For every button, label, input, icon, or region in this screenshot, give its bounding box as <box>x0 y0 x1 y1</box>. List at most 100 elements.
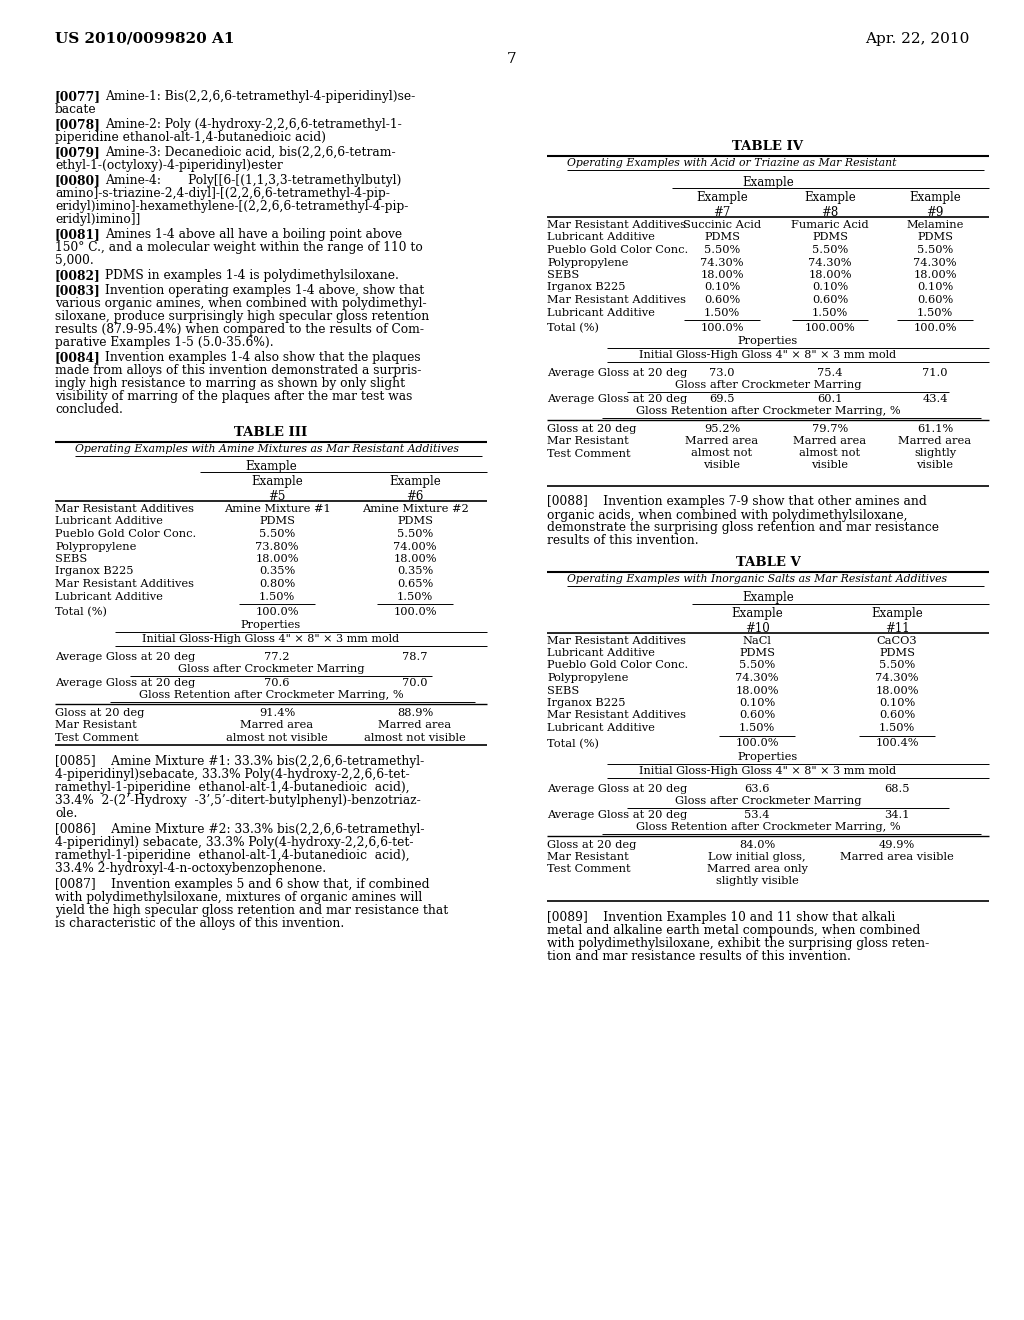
Text: Irganox B225: Irganox B225 <box>55 566 133 577</box>
Text: 100.0%: 100.0% <box>913 323 956 333</box>
Text: 1.50%: 1.50% <box>916 308 953 318</box>
Text: 0.10%: 0.10% <box>703 282 740 293</box>
Text: made from alloys of this invention demonstrated a surpris-: made from alloys of this invention demon… <box>55 364 421 378</box>
Text: various organic amines, when combined with polydimethyl-: various organic amines, when combined wi… <box>55 297 427 310</box>
Text: Lubricant Additive: Lubricant Additive <box>547 723 655 733</box>
Text: results of this invention.: results of this invention. <box>547 535 698 548</box>
Text: tion and mar resistance results of this invention.: tion and mar resistance results of this … <box>547 950 851 964</box>
Text: TABLE V: TABLE V <box>735 556 801 569</box>
Text: 4-piperidinyl)sebacate, 33.3% Poly(4-hydroxy-2,2,6,6-tet-: 4-piperidinyl)sebacate, 33.3% Poly(4-hyd… <box>55 768 410 781</box>
Text: 0.10%: 0.10% <box>916 282 953 293</box>
Text: 0.60%: 0.60% <box>812 294 848 305</box>
Text: almost not: almost not <box>691 449 753 458</box>
Text: ole.: ole. <box>55 807 78 820</box>
Text: 33.4% 2-hydroxyl-4-n-octoxybenzophenone.: 33.4% 2-hydroxyl-4-n-octoxybenzophenone. <box>55 862 326 875</box>
Text: 73.0: 73.0 <box>710 368 735 378</box>
Text: Test Comment: Test Comment <box>547 865 631 874</box>
Text: 53.4: 53.4 <box>744 809 770 820</box>
Text: 150° C., and a molecular weight within the range of 110 to: 150° C., and a molecular weight within t… <box>55 242 423 253</box>
Text: 34.1: 34.1 <box>885 809 909 820</box>
Text: demonstrate the surprising gloss retention and mar resistance: demonstrate the surprising gloss retenti… <box>547 521 939 535</box>
Text: yield the high specular gloss retention and mar resistance that: yield the high specular gloss retention … <box>55 904 449 917</box>
Text: with polydimethylsiloxane, exhibit the surprising gloss reten-: with polydimethylsiloxane, exhibit the s… <box>547 937 929 950</box>
Text: Marred area: Marred area <box>685 437 759 446</box>
Text: 60.1: 60.1 <box>817 393 843 404</box>
Text: Test Comment: Test Comment <box>55 733 138 743</box>
Text: Gloss after Crockmeter Marring: Gloss after Crockmeter Marring <box>675 380 861 389</box>
Text: metal and alkaline earth metal compounds, when combined: metal and alkaline earth metal compounds… <box>547 924 921 937</box>
Text: Initial Gloss-High Gloss 4" × 8" × 3 mm mold: Initial Gloss-High Gloss 4" × 8" × 3 mm … <box>639 766 897 776</box>
Text: 74.30%: 74.30% <box>700 257 743 268</box>
Text: Marred area: Marred area <box>898 437 972 446</box>
Text: [0080]: [0080] <box>55 174 101 187</box>
Text: Example: Example <box>245 459 297 473</box>
Text: Lubricant Additive: Lubricant Additive <box>547 308 655 318</box>
Text: 0.60%: 0.60% <box>739 710 775 721</box>
Text: Polypropylene: Polypropylene <box>547 257 629 268</box>
Text: 18.00%: 18.00% <box>913 271 956 280</box>
Text: Gloss Retention after Crockmeter Marring, %: Gloss Retention after Crockmeter Marring… <box>138 690 403 700</box>
Text: [0082]: [0082] <box>55 269 100 282</box>
Text: 5.50%: 5.50% <box>879 660 915 671</box>
Text: 49.9%: 49.9% <box>879 840 915 850</box>
Text: with polydimethylsiloxane, mixtures of organic amines will: with polydimethylsiloxane, mixtures of o… <box>55 891 422 904</box>
Text: 70.6: 70.6 <box>264 678 290 688</box>
Text: Initial Gloss-High Gloss 4" × 8" × 3 mm mold: Initial Gloss-High Gloss 4" × 8" × 3 mm … <box>142 634 399 644</box>
Text: Apr. 22, 2010: Apr. 22, 2010 <box>864 32 969 46</box>
Text: Example: Example <box>742 591 794 605</box>
Text: 18.00%: 18.00% <box>700 271 743 280</box>
Text: Invention examples 1-4 also show that the plaques: Invention examples 1-4 also show that th… <box>105 351 421 364</box>
Text: Gloss at 20 deg: Gloss at 20 deg <box>547 840 636 850</box>
Text: 18.00%: 18.00% <box>735 685 778 696</box>
Text: visible: visible <box>916 461 953 470</box>
Text: Amine-4:       Poly[[6-[(1,1,3,3-tetramethylbutyl): Amine-4: Poly[[6-[(1,1,3,3-tetramethylbu… <box>105 174 401 187</box>
Text: 0.60%: 0.60% <box>879 710 915 721</box>
Text: visibility of marring of the plaques after the mar test was: visibility of marring of the plaques aft… <box>55 389 413 403</box>
Text: Mar Resistant Additives: Mar Resistant Additives <box>547 220 686 230</box>
Text: 100.0%: 100.0% <box>735 738 778 748</box>
Text: [0086]    Amine Mixture #2: 33.3% bis(2,2,6,6-tetramethyl-: [0086] Amine Mixture #2: 33.3% bis(2,2,6… <box>55 822 425 836</box>
Text: Average Gloss at 20 deg: Average Gloss at 20 deg <box>55 652 196 663</box>
Text: 5.50%: 5.50% <box>703 246 740 255</box>
Text: bacate: bacate <box>55 103 96 116</box>
Text: SEBS: SEBS <box>55 554 87 564</box>
Text: Gloss after Crockmeter Marring: Gloss after Crockmeter Marring <box>675 796 861 805</box>
Text: Operating Examples with Amine Mixtures as Mar Resistant Additives: Operating Examples with Amine Mixtures a… <box>75 444 459 454</box>
Text: PDMS in examples 1-4 is polydimethylsiloxane.: PDMS in examples 1-4 is polydimethylsilo… <box>105 269 399 282</box>
Text: 91.4%: 91.4% <box>259 708 295 718</box>
Text: Pueblo Gold Color Conc.: Pueblo Gold Color Conc. <box>55 529 197 539</box>
Text: almost not visible: almost not visible <box>365 733 466 743</box>
Text: Mar Resistant Additives: Mar Resistant Additives <box>547 294 686 305</box>
Text: 0.10%: 0.10% <box>739 698 775 708</box>
Text: CaCO3: CaCO3 <box>877 635 918 645</box>
Text: Properties: Properties <box>241 620 301 630</box>
Text: 1.50%: 1.50% <box>879 723 915 733</box>
Text: 1.50%: 1.50% <box>259 591 295 602</box>
Text: Example
#9: Example #9 <box>909 191 961 219</box>
Text: Marred area: Marred area <box>794 437 866 446</box>
Text: 18.00%: 18.00% <box>876 685 919 696</box>
Text: SEBS: SEBS <box>547 685 580 696</box>
Text: PDMS: PDMS <box>259 516 295 527</box>
Text: Mar Resistant: Mar Resistant <box>547 851 629 862</box>
Text: Lubricant Additive: Lubricant Additive <box>55 591 163 602</box>
Text: 0.80%: 0.80% <box>259 579 295 589</box>
Text: 100.0%: 100.0% <box>393 607 437 616</box>
Text: 5.50%: 5.50% <box>259 529 295 539</box>
Text: Succinic Acid: Succinic Acid <box>683 220 761 230</box>
Text: 18.00%: 18.00% <box>255 554 299 564</box>
Text: Average Gloss at 20 deg: Average Gloss at 20 deg <box>547 784 687 793</box>
Text: 5.50%: 5.50% <box>812 246 848 255</box>
Text: 0.60%: 0.60% <box>916 294 953 305</box>
Text: 70.0: 70.0 <box>402 678 428 688</box>
Text: Properties: Properties <box>738 751 798 762</box>
Text: [0087]    Invention examples 5 and 6 show that, if combined: [0087] Invention examples 5 and 6 show t… <box>55 878 429 891</box>
Text: slightly visible: slightly visible <box>716 876 799 886</box>
Text: Total (%): Total (%) <box>547 323 599 334</box>
Text: Pueblo Gold Color Conc.: Pueblo Gold Color Conc. <box>547 246 688 255</box>
Text: 78.7: 78.7 <box>402 652 428 663</box>
Text: Gloss at 20 deg: Gloss at 20 deg <box>55 708 144 718</box>
Text: 69.5: 69.5 <box>710 393 735 404</box>
Text: Gloss at 20 deg: Gloss at 20 deg <box>547 424 636 434</box>
Text: [0079]: [0079] <box>55 147 100 158</box>
